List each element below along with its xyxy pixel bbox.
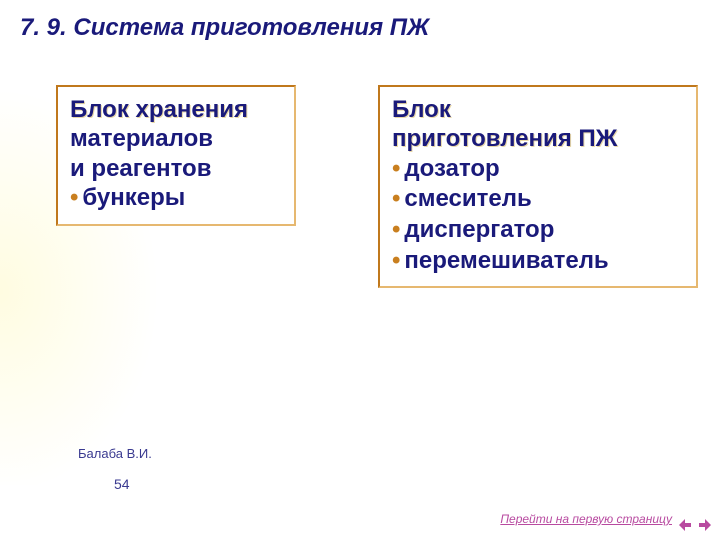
author-name: Балаба В.И. xyxy=(78,446,152,461)
right-box-bullet: •диспергатор xyxy=(392,215,684,246)
bullet-label: смеситель xyxy=(404,185,531,212)
bullet-label: диспергатор xyxy=(404,216,554,243)
bullet-icon: • xyxy=(392,155,404,182)
prev-arrow-button[interactable] xyxy=(676,516,694,534)
bullet-icon: • xyxy=(392,185,404,212)
bullet-icon: • xyxy=(70,184,82,211)
bullet-label: дозатор xyxy=(404,155,499,182)
nav-arrows xyxy=(676,516,714,534)
right-box-title-line: приготовления ПЖ xyxy=(392,124,684,153)
left-box-line: материалов xyxy=(70,124,282,153)
arrow-right-icon xyxy=(697,517,713,533)
left-box-title: Блок хранения xyxy=(70,95,282,124)
right-box: Блок приготовления ПЖ •дозатор •смесител… xyxy=(378,85,698,288)
left-box: Блок хранения материалов и реагентов •бу… xyxy=(56,85,296,226)
right-box-bullet: •смеситель xyxy=(392,184,684,215)
page-title: 7. 9. Система приготовления ПЖ xyxy=(20,14,429,42)
right-box-bullet: •дозатор xyxy=(392,154,684,185)
right-box-title-line: Блок xyxy=(392,95,684,124)
page-number: 54 xyxy=(114,476,130,492)
bullet-icon: • xyxy=(392,216,404,243)
left-box-line: и реагентов xyxy=(70,154,282,183)
arrow-left-icon xyxy=(677,517,693,533)
right-box-bullet: •перемешиватель xyxy=(392,246,684,277)
bullet-label: бункеры xyxy=(82,184,185,211)
left-box-bullet: •бункеры xyxy=(70,183,282,214)
bullet-label: перемешиватель xyxy=(404,247,608,274)
next-arrow-button[interactable] xyxy=(696,516,714,534)
first-page-link[interactable]: Перейти на первую страницу xyxy=(500,512,672,526)
bullet-icon: • xyxy=(392,247,404,274)
